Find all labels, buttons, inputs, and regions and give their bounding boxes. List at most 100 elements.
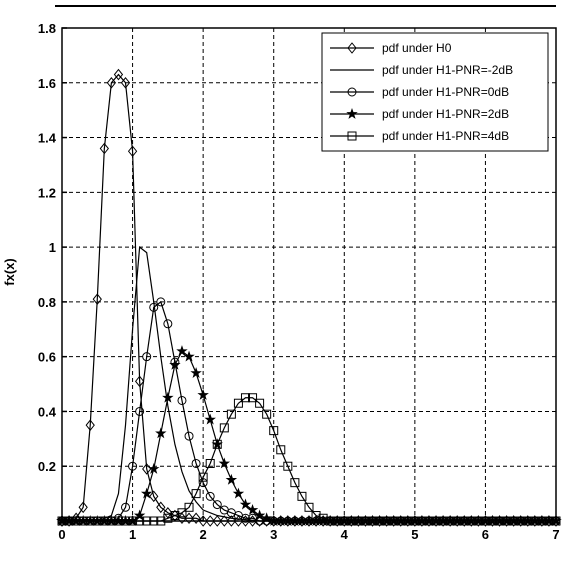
data-point: [332, 516, 342, 526]
baseline-point: [551, 516, 561, 526]
data-point: [205, 515, 215, 527]
data-point: [163, 513, 173, 523]
data-point: [149, 516, 159, 526]
baseline-point: [487, 516, 497, 526]
x-tick-label: 5: [411, 527, 418, 542]
x-tick-label: 7: [552, 527, 559, 542]
data-point: [290, 478, 300, 488]
data-point: [339, 516, 349, 526]
x-tick-label: 2: [200, 527, 207, 542]
baseline-point: [466, 516, 476, 526]
legend-label: pdf under H1-PNR=4dB: [382, 129, 509, 143]
y-tick-label: 0.6: [38, 350, 56, 365]
data-point: [140, 487, 153, 499]
data-point: [198, 472, 208, 482]
legend-marker: [347, 87, 357, 97]
data-point: [246, 504, 259, 515]
baseline-point: [445, 516, 455, 526]
baseline-point: [346, 516, 356, 526]
y-tick-label: 0.2: [38, 459, 56, 474]
baseline-point: [495, 516, 505, 526]
grid-lines: [62, 28, 556, 521]
legend-label: pdf under H1-PNR=2dB: [382, 107, 509, 121]
y-tick-label: 1: [49, 240, 56, 255]
data-point: [190, 367, 202, 378]
baseline-point: [438, 516, 448, 526]
data-point: [120, 76, 131, 89]
baseline-point: [64, 516, 74, 526]
data-point: [170, 511, 180, 521]
data-point: [106, 76, 117, 89]
data-point: [297, 491, 307, 501]
data-point: [163, 319, 173, 329]
data-point: [198, 515, 208, 527]
data-point: [283, 461, 293, 471]
data-point: [212, 515, 222, 527]
baseline-point: [452, 516, 462, 526]
data-point: [205, 491, 215, 501]
series-4: [57, 393, 561, 526]
baseline-point: [509, 516, 519, 526]
baseline-point: [431, 516, 441, 526]
legend-label: pdf under H1-PNR=0dB: [382, 85, 509, 99]
baseline-point: [530, 516, 540, 526]
baseline-point: [353, 516, 363, 526]
legend: pdf under H0 pdf under H1-PNR=-2dB pdf und…: [321, 32, 549, 152]
legend-entry: pdf under H1-PNR=2dB: [330, 107, 509, 121]
data-point: [276, 445, 286, 455]
data-point: [226, 409, 236, 419]
y-tick-label: 1.6: [38, 76, 56, 91]
series-layer: [56, 68, 562, 527]
y-tick-label: 0.4: [38, 404, 57, 419]
baseline-point: [459, 516, 469, 526]
y-tick-label: 1.8: [38, 21, 56, 36]
data-point: [253, 509, 266, 521]
data-point: [184, 431, 194, 441]
baseline-point: [523, 516, 533, 526]
data-point: [183, 350, 195, 362]
data-point: [149, 302, 159, 312]
data-point: [232, 487, 245, 499]
data-point: [142, 516, 152, 526]
legend-entry: pdf under H1-PNR=-2dB: [330, 63, 513, 77]
data-point: [177, 508, 187, 518]
data-point: [134, 375, 145, 388]
data-point: [239, 498, 252, 510]
legend-entry: pdf under H1-PNR=4dB: [330, 129, 509, 143]
data-point: [311, 511, 321, 521]
baseline-point: [389, 516, 399, 526]
data-point: [177, 395, 187, 405]
data-point: [219, 423, 229, 433]
baseline-point: [544, 516, 554, 526]
data-point: [269, 426, 279, 436]
baseline-point: [78, 516, 88, 526]
baseline-point: [135, 516, 145, 526]
baseline-point: [106, 516, 116, 526]
data-point: [226, 515, 237, 527]
y-axis-label: fx(x): [2, 258, 17, 285]
data-point: [92, 293, 102, 305]
data-point: [225, 473, 238, 485]
series-line: [62, 350, 302, 522]
baseline-point: [57, 516, 67, 526]
baseline-point: [396, 516, 406, 526]
data-point: [260, 512, 273, 524]
data-point: [191, 458, 201, 468]
legend-label: pdf under H0: [382, 41, 452, 55]
series-1: [62, 245, 556, 522]
data-point: [240, 513, 250, 523]
y-tick-label: 1.4: [38, 131, 57, 146]
data-point: [156, 501, 166, 514]
data-point: [169, 358, 181, 370]
data-point: [121, 502, 131, 512]
baseline-point: [502, 516, 512, 526]
baseline-point: [375, 516, 385, 526]
data-point: [148, 462, 160, 474]
data-point: [176, 345, 188, 357]
baseline-point: [71, 516, 81, 526]
legend-entry: pdf under H0: [330, 41, 452, 55]
data-point: [156, 297, 166, 307]
series-line: [62, 73, 239, 522]
data-point: [212, 500, 222, 510]
